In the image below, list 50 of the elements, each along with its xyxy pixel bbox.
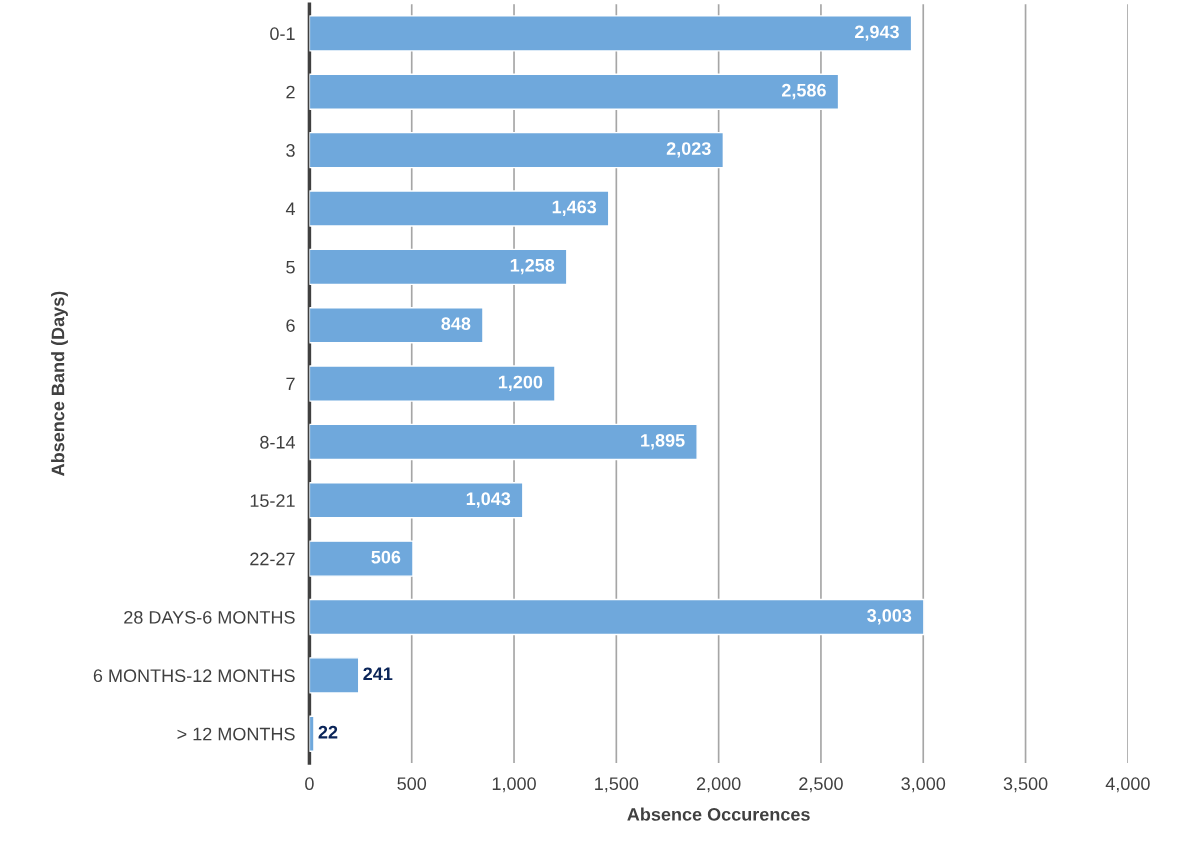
y-tick-label: 4 [285,202,296,216]
data-label: 2,586 [781,83,826,100]
x-tick-label: 0 [305,777,314,791]
data-label: 2,943 [855,25,899,41]
x-tick-label: 1,000 [492,777,536,793]
data-label: 1,463 [552,200,597,216]
bar [309,306,484,344]
data-label: 1,258 [510,258,555,275]
y-tick-label: 6 [286,319,295,332]
y-tick-label: 28 DAYS-6 MONTHS [124,610,295,624]
bar [309,423,698,461]
x-tick-label: 2,000 [696,777,741,793]
y-tick-label: 15-21 [250,494,295,508]
y-tick-label: 5 [286,260,295,274]
data-label: 22 [318,725,338,739]
x-tick-label: 2,500 [799,777,843,793]
y-tick-label: 8-14 [260,435,296,449]
data-label: 506 [371,550,401,564]
data-label: 848 [441,317,471,331]
y-axis-title: Absence Band (Days) [51,291,68,476]
bar [309,73,840,110]
data-label: 3,003 [867,609,912,625]
data-label: 2,023 [666,142,711,158]
x-tick-label: 4,000 [1105,777,1150,793]
y-tick-label: 3 [286,144,295,157]
y-tick-label: 6 MONTHS-12 MONTHS [93,669,295,683]
y-tick-label: 7 [286,377,295,391]
bar [309,365,556,402]
data-label: 241 [363,667,393,681]
bar [309,540,414,577]
bar [309,190,610,227]
x-tick-label: 500 [397,777,427,791]
bar [309,715,315,752]
bar [309,598,925,636]
data-label: 1,895 [641,433,685,450]
bar [309,657,360,694]
y-tick-label: > 12 MONTHS [177,727,295,741]
x-tick-label: 3,500 [1003,777,1048,793]
y-tick-label: 22-27 [250,552,295,566]
x-tick-label: 1,500 [595,777,639,793]
bar [309,131,725,169]
data-label: 1,043 [466,492,511,508]
y-tick-label: 0-1 [270,27,295,41]
bar [309,482,524,519]
y-tick-label: 2 [286,85,295,99]
bar [309,248,568,286]
data-label: 1,200 [498,375,543,392]
bar [309,15,913,52]
x-tick-label: 3,000 [901,777,946,793]
x-axis-title: Absence Occurences [627,807,810,821]
